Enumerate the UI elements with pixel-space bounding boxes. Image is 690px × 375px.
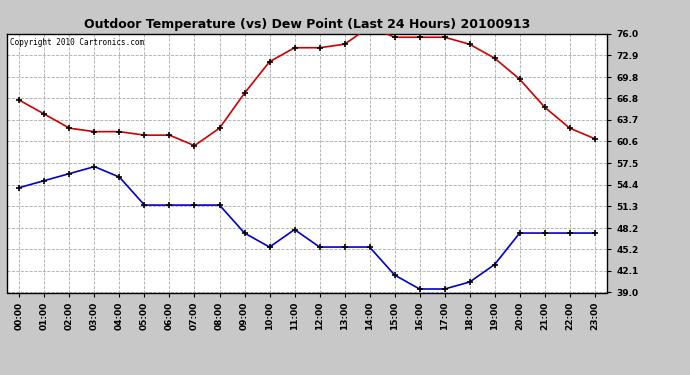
Text: Copyright 2010 Cartronics.com: Copyright 2010 Cartronics.com (10, 38, 144, 46)
Title: Outdoor Temperature (vs) Dew Point (Last 24 Hours) 20100913: Outdoor Temperature (vs) Dew Point (Last… (84, 18, 530, 31)
